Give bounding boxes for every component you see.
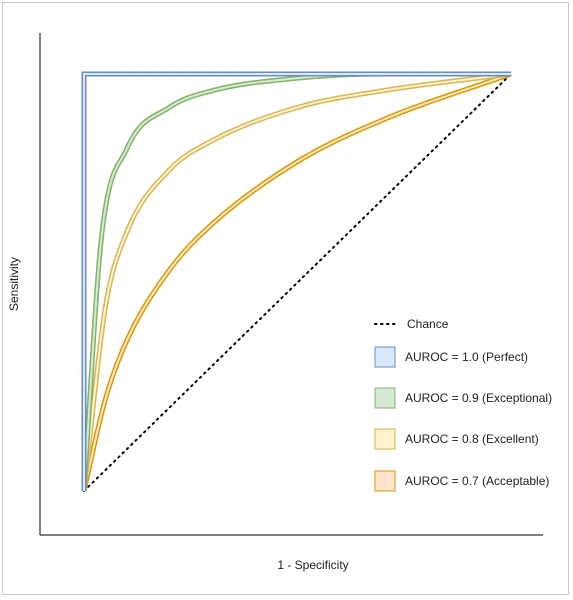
y-axis-label: Sensitivity [7,257,21,311]
legend-label-chance: Chance [407,317,449,331]
chart-frame [2,2,569,595]
series-line-auroc-0-7-acceptable [83,73,512,492]
x-axis-label: 1 - Specificity [277,558,348,572]
legend-label-auroc-0-9-exceptional: AUROC = 0.9 (Exceptional) [405,391,552,405]
legend: Chance AUROC = 1.0 (Perfect) AUROC = 0.9 (… [374,317,552,492]
legend-label-auroc-0-7-acceptable: AUROC = 0.7 (Acceptable) [405,474,549,488]
series-line-auroc-0-8-excellent [83,73,512,492]
legend-swatch-auroc-1-0-perfect [374,346,396,368]
legend-label-auroc-1-0-perfect: AUROC = 1.0 (Perfect) [405,350,528,364]
curves [81,71,512,492]
legend-label-auroc-0-8-excellent: AUROC = 0.8 (Excellent) [405,432,539,446]
series-line-chance [83,73,512,492]
legend-swatch-auroc-0-7-acceptable [374,470,396,492]
legend-swatch-auroc-0-9-exceptional [374,387,396,409]
series-line-auroc-1-0-perfect [83,73,511,491]
legend-swatch-auroc-0-8-excellent [374,428,396,450]
